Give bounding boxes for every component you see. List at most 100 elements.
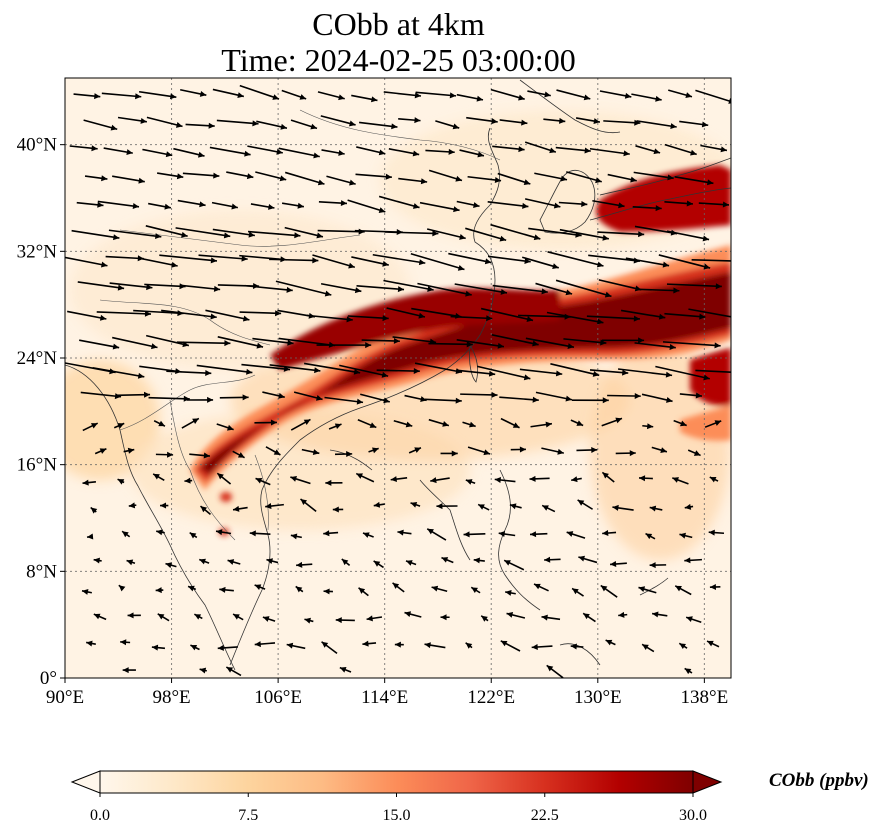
wind-arrow [668,89,693,99]
wind-arrow [173,147,205,158]
wind-arrow [255,477,271,486]
wind-arrow [355,173,392,180]
wind-arrow [576,446,598,453]
wind-arrow [490,223,541,241]
wind-arrow [93,613,107,621]
wind-arrow [704,420,722,428]
wind-arrow [323,588,333,595]
wind-arrow [597,231,645,238]
wind-arrow [373,501,385,508]
wind-arrow [185,122,215,129]
wind-arrow [674,176,714,186]
wind-arrow [355,472,375,483]
wind-arrow [175,227,231,239]
wind-arrow [566,531,586,539]
wind-arrow [93,557,102,564]
wind-arrow [509,503,522,510]
colorbar-tick-label: 22.5 [531,807,559,824]
wind-arrow [679,392,703,399]
wind-arrow [205,309,250,322]
wind-arrow [490,88,525,101]
wind-arrow [691,258,731,262]
wind-arrow [649,562,667,569]
wind-arrow [281,202,305,209]
wind-arrow [492,145,525,153]
wind-arrow [678,642,688,650]
wind-arrow [465,642,473,649]
wind-arrow [249,530,271,537]
wind-arrow [372,253,426,266]
wind-arrow [151,644,166,651]
wind-arrow [637,287,680,294]
wind-arrow [602,530,617,537]
wind-arrow [506,611,526,619]
wind-arrow [77,281,125,291]
wind-arrow [160,502,169,509]
wind-arrow [641,643,655,653]
wind-arrow [463,531,486,538]
wind-arrow [456,338,505,349]
wind-arrow [71,229,120,241]
wind-arrow [398,177,428,185]
wind-arrow [290,476,311,485]
wind-arrow [410,252,465,271]
wind-arrow [339,364,389,378]
wind-arrow [417,282,472,297]
wind-arrow [503,559,525,571]
wind-arrow [664,143,697,156]
wind-arrow [603,119,641,126]
wind-arrow [607,393,641,400]
wind-arrow [117,116,147,124]
wind-arrow [300,498,317,512]
wind-arrow [547,251,604,268]
wind-arrow [216,423,234,431]
wind-arrow [541,504,556,513]
wind-arrow [275,280,332,297]
wind-arrow [684,503,694,510]
wind-arrow [674,585,692,596]
lat-tick-label: 32°N [17,241,58,262]
wind-arrow [698,201,730,208]
wind-arrow [198,558,210,565]
wind-arrow [189,452,211,459]
wind-arrow [116,391,151,398]
wind-arrow [227,559,241,565]
wind-arrow [359,121,398,130]
wind-arrow [127,612,141,619]
wind-arrow [216,119,259,127]
wind-arrow [525,337,575,350]
wind-arrow [180,88,207,97]
coastlines [65,79,731,671]
wind-arrow [262,391,285,399]
wind-arrow [592,199,625,209]
wind-arrow [700,144,728,153]
wind-arrow [651,611,668,618]
wind-arrow [306,314,353,323]
wind-arrow [428,341,473,348]
wind-arrow [186,396,214,403]
wind-arrow [404,394,427,403]
wind-arrow [534,172,568,182]
wind-arrow [177,199,206,208]
wind-arrow [357,418,377,429]
wind-arrow [662,341,721,349]
wind-arrow [480,307,534,323]
wind-arrow [378,195,420,209]
wind-arrow [290,119,318,130]
wind-arrow [664,312,706,320]
wind-arrow [404,611,422,618]
wind-arrow [571,476,582,483]
wind-arrow [397,529,412,536]
wind-arrow [252,337,294,346]
wind-arrow [212,88,245,99]
wind-arrow [212,228,256,238]
wind-arrow [642,423,654,430]
lon-tick-label: 106°E [254,687,302,708]
wind-arrow [247,145,283,155]
wind-arrow [219,394,249,401]
wind-arrow [255,171,287,182]
wind-arrow [122,667,136,674]
wind-arrow [317,91,345,101]
wind-arrow [499,119,528,126]
